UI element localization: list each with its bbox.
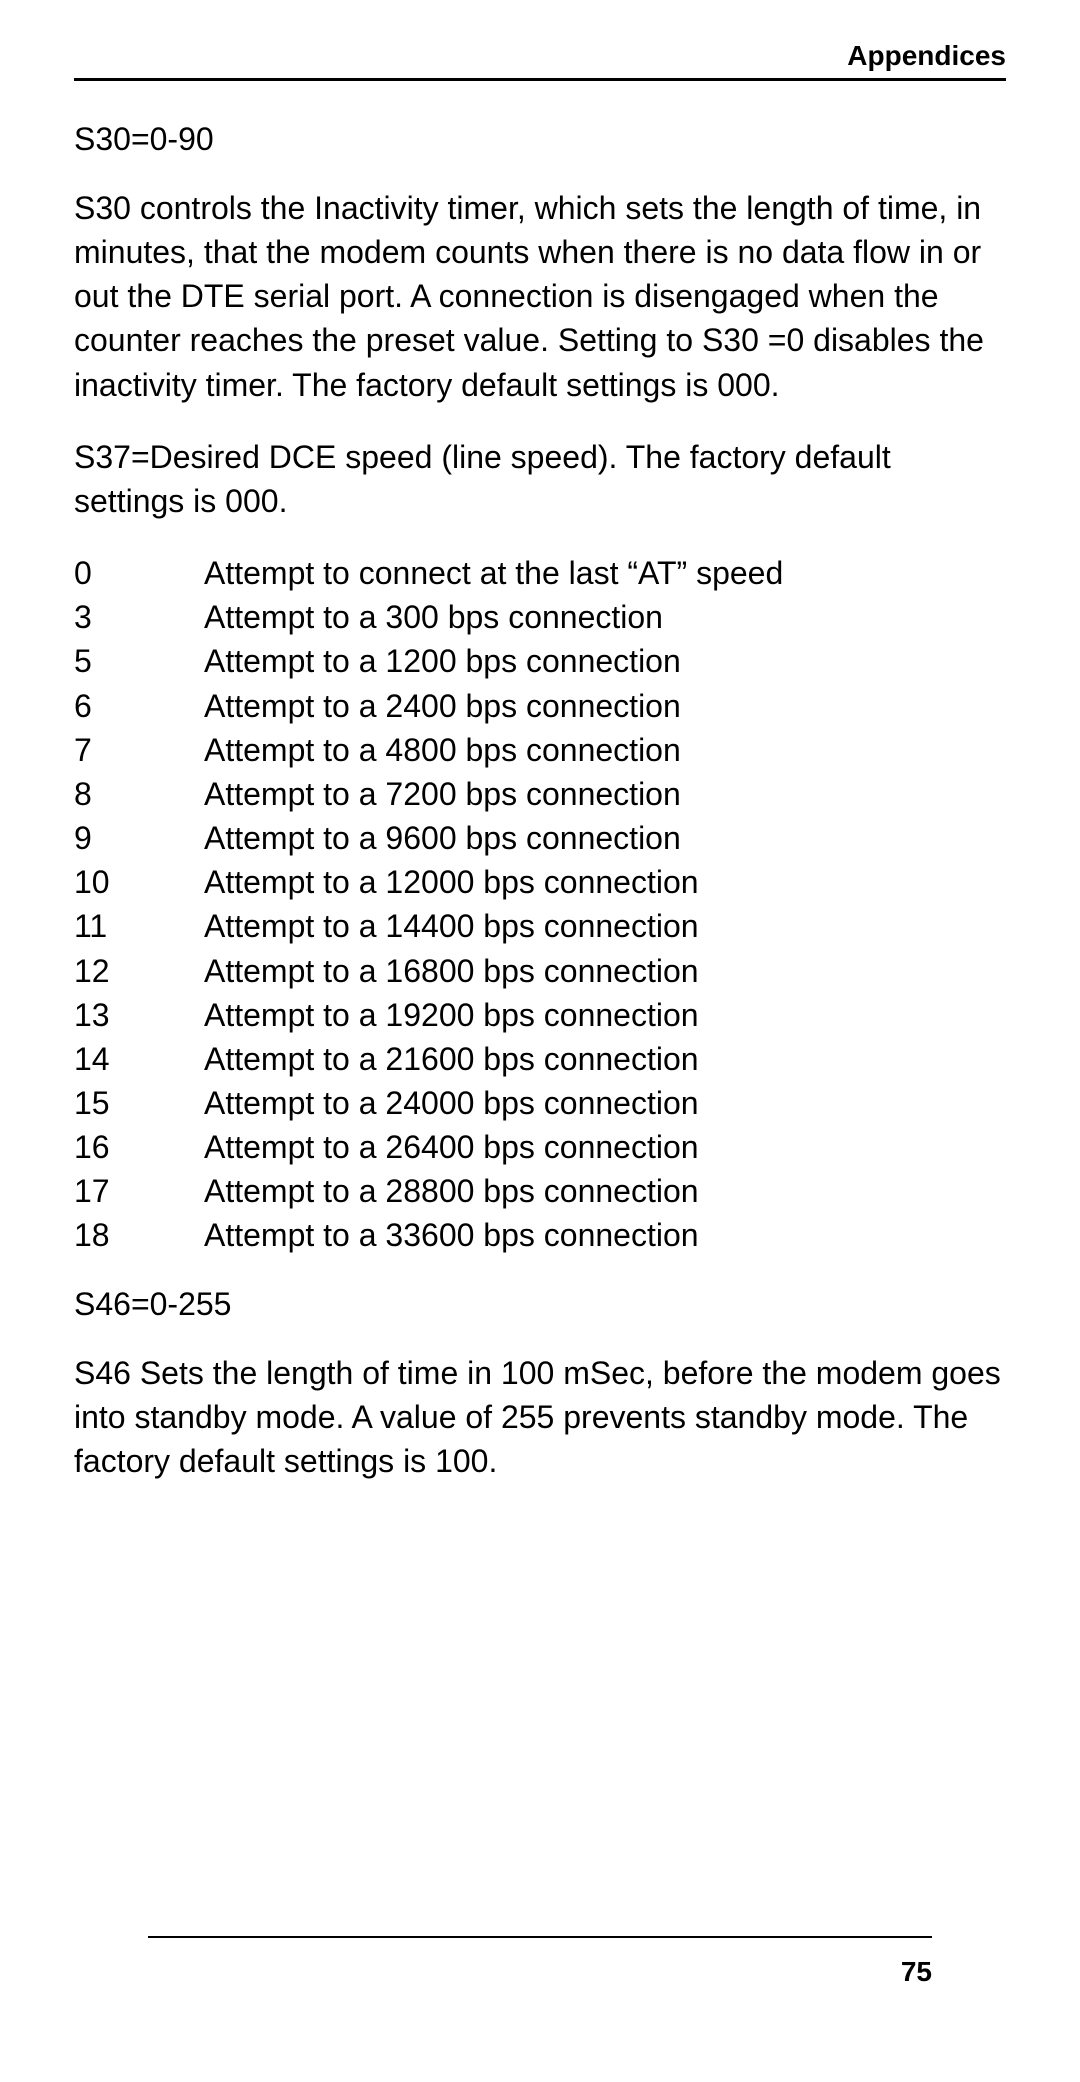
speed-row: 9Attempt to a 9600 bps connection [74,816,1006,860]
page-wrapper: Appendices S30=0-90 S30 controls the Ina… [74,40,1006,2042]
speed-row: 18Attempt to a 33600 bps connection [74,1213,1006,1257]
speed-row: 6Attempt to a 2400 bps connection [74,684,1006,728]
speed-code: 16 [74,1125,204,1169]
speed-desc: Attempt to a 4800 bps connection [204,728,1006,772]
speed-row: 16Attempt to a 26400 bps connection [74,1125,1006,1169]
speed-desc: Attempt to a 28800 bps connection [204,1169,1006,1213]
speed-row: 11Attempt to a 14400 bps connection [74,904,1006,948]
speed-row: 12Attempt to a 16800 bps connection [74,949,1006,993]
speed-desc: Attempt to a 26400 bps connection [204,1125,1006,1169]
page-footer: 75 [148,1936,932,1988]
speed-row: 17Attempt to a 28800 bps connection [74,1169,1006,1213]
speed-desc: Attempt to a 300 bps connection [204,595,1006,639]
speed-desc: Attempt to a 14400 bps connection [204,904,1006,948]
speed-code: 10 [74,860,204,904]
speed-row: 7Attempt to a 4800 bps connection [74,728,1006,772]
speed-row: 5Attempt to a 1200 bps connection [74,639,1006,683]
speed-code: 0 [74,551,204,595]
speed-code: 12 [74,949,204,993]
speed-desc: Attempt to a 19200 bps connection [204,993,1006,1037]
speed-row: 14Attempt to a 21600 bps connection [74,1037,1006,1081]
speed-desc: Attempt to connect at the last “AT” spee… [204,551,1006,595]
speed-code: 5 [74,639,204,683]
speed-desc: Attempt to a 12000 bps connection [204,860,1006,904]
s37-paragraph: S37=Desired DCE speed (line speed). The … [74,435,1006,523]
speed-row: 0Attempt to connect at the last “AT” spe… [74,551,1006,595]
speed-code: 6 [74,684,204,728]
s30-paragraph: S30 controls the Inactivity timer, which… [74,186,1006,407]
speed-code: 9 [74,816,204,860]
header-title: Appendices [847,40,1006,71]
page-header: Appendices [74,40,1006,81]
s30-title: S30=0-90 [74,121,1006,158]
speed-code: 13 [74,993,204,1037]
speed-code: 15 [74,1081,204,1125]
speed-row: 10Attempt to a 12000 bps connection [74,860,1006,904]
speed-code: 3 [74,595,204,639]
speed-desc: Attempt to a 2400 bps connection [204,684,1006,728]
speed-code: 11 [74,904,204,948]
speed-desc: Attempt to a 24000 bps connection [204,1081,1006,1125]
speed-table: 0Attempt to connect at the last “AT” spe… [74,551,1006,1258]
speed-desc: Attempt to a 1200 bps connection [204,639,1006,683]
s46-title: S46=0-255 [74,1286,1006,1323]
speed-row: 15Attempt to a 24000 bps connection [74,1081,1006,1125]
speed-row: 13Attempt to a 19200 bps connection [74,993,1006,1037]
speed-code: 8 [74,772,204,816]
speed-code: 18 [74,1213,204,1257]
speed-desc: Attempt to a 33600 bps connection [204,1213,1006,1257]
speed-desc: Attempt to a 21600 bps connection [204,1037,1006,1081]
speed-code: 17 [74,1169,204,1213]
speed-desc: Attempt to a 16800 bps connection [204,949,1006,993]
speed-row: 3Attempt to a 300 bps connection [74,595,1006,639]
s46-paragraph: S46 Sets the length of time in 100 mSec,… [74,1351,1006,1483]
speed-desc: Attempt to a 9600 bps connection [204,816,1006,860]
speed-code: 7 [74,728,204,772]
page-number: 75 [901,1956,932,1987]
speed-code: 14 [74,1037,204,1081]
speed-desc: Attempt to a 7200 bps connection [204,772,1006,816]
speed-row: 8Attempt to a 7200 bps connection [74,772,1006,816]
